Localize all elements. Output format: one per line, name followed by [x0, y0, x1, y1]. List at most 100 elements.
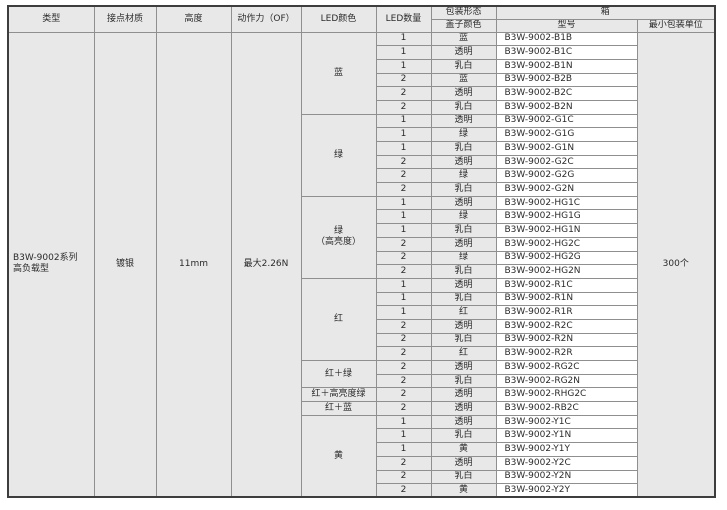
table-row: 红＋绿 2 透明 B3W-9002-RG2C	[8, 359, 715, 389]
cell-led-count: 1	[375, 45, 432, 60]
cell-model-number: B3W-9002-R2R	[495, 346, 638, 361]
header-led-color: LED颜色	[300, 5, 377, 33]
cell-led-count: 2	[375, 99, 432, 115]
header-box: 箱	[495, 5, 716, 20]
cell-cover-color: 红	[430, 346, 497, 361]
cell-cover-color: 乳白	[430, 99, 497, 115]
cell-cover-color: 透明	[430, 318, 497, 334]
table-row: 1 乳白 B3W-9002-R1N	[8, 291, 715, 307]
cell-model-number: B3W-9002-Y2Y	[495, 483, 638, 498]
table-row: 2 乳白 B3W-9002-HG2N	[8, 264, 715, 279]
cell-model-number: B3W-9002-HG1N	[495, 223, 638, 238]
cell-led-count: 2	[375, 373, 432, 389]
cell-model-number: B3W-9002-R2C	[495, 318, 638, 334]
cell-cover-color: 透明	[430, 360, 497, 375]
cell-model-number: B3W-9002-Y1Y	[495, 442, 638, 457]
cell-model-number: B3W-9002-R1R	[495, 305, 638, 320]
cell-led-count: 2	[375, 360, 432, 375]
cell-model-number: B3W-9002-HG1C	[495, 195, 638, 211]
cell-model-number: B3W-9002-Y2N	[495, 469, 638, 485]
cell-led-color-group: 红＋绿	[300, 359, 377, 389]
table-row: 2 红 B3W-9002-R2R	[8, 346, 715, 361]
cell-cover-color: 绿	[430, 250, 497, 266]
cell-led-count: 2	[375, 332, 432, 348]
table-row: 2 透明 B3W-9002-G2C	[8, 154, 715, 170]
cell-cover-color: 蓝	[430, 72, 497, 88]
cell-led-count: 2	[375, 250, 432, 266]
cell-led-count: 2	[375, 236, 432, 252]
cell-cover-color: 乳白	[430, 182, 497, 197]
cell-cover-color: 透明	[430, 387, 497, 403]
cell-cover-color: 乳白	[430, 291, 497, 307]
table-row: 2 透明 B3W-9002-Y2C	[8, 455, 715, 471]
cell-led-color-group: 红	[300, 277, 377, 362]
cell-model-number: B3W-9002-B1N	[495, 58, 638, 74]
table-row: 红＋高亮度绿 2 透明 B3W-9002-RHG2C	[8, 387, 715, 403]
cell-height: 11mm	[155, 31, 232, 498]
cell-model-number: B3W-9002-B1C	[495, 45, 638, 60]
cell-model-number: B3W-9002-B2N	[495, 99, 638, 115]
cell-model-number: B3W-9002-R1N	[495, 291, 638, 307]
cell-led-count: 1	[375, 442, 432, 457]
cell-led-color-group: 红＋蓝	[300, 401, 377, 416]
table-row: 1 黄 B3W-9002-Y1Y	[8, 442, 715, 457]
cell-led-count: 1	[375, 141, 432, 156]
cell-min-packaging-unit: 300个	[636, 31, 716, 498]
table-row: 1 绿 B3W-9002-G1G	[8, 127, 715, 142]
cell-cover-color: 透明	[430, 154, 497, 170]
header-row-1: 类型 接点材质 高度 动作力（OF） LED颜色 LED数量 包装形态 箱	[7, 5, 716, 33]
cell-led-count: 2	[375, 154, 432, 170]
table-row: 2 绿 B3W-9002-HG2G	[8, 250, 715, 266]
cell-cover-color: 绿	[430, 127, 497, 142]
cell-led-count: 1	[375, 58, 432, 74]
cell-led-count: 2	[375, 168, 432, 184]
product-selection-table: 类型 接点材质 高度 动作力（OF） LED颜色 LED数量 包装形态 箱 盖子…	[7, 5, 717, 499]
header-operating-force: 动作力（OF）	[230, 5, 302, 33]
cell-led-color-group: 蓝	[300, 31, 377, 115]
table-row: 绿 （高亮度） 1 透明 B3W-9002-HG1C	[8, 195, 715, 279]
cell-led-count: 1	[375, 414, 432, 430]
table-row: 黄 1 透明 B3W-9002-Y1C	[8, 414, 715, 498]
cell-cover-color: 乳白	[430, 373, 497, 389]
cell-model-number: B3W-9002-RG2C	[495, 360, 638, 375]
cell-led-count: 1	[375, 428, 432, 444]
datasheet-page: 类型 接点材质 高度 动作力（OF） LED颜色 LED数量 包装形态 箱 盖子…	[7, 5, 717, 499]
cell-cover-color: 绿	[430, 209, 497, 225]
cell-cover-color: 绿	[430, 168, 497, 184]
table-row: 2 乳白 B3W-9002-Y2N	[8, 469, 715, 485]
cell-led-count: 1	[375, 127, 432, 142]
table-row: 1 乳白 B3W-9002-HG1N	[8, 223, 715, 238]
header-packaging-form: 包装形态	[430, 5, 497, 20]
header-min-packaging-unit: 最小包装单位	[636, 18, 716, 33]
cell-model-number: B3W-9002-G1C	[495, 113, 638, 129]
cell-led-count: 2	[375, 264, 432, 279]
cell-cover-color: 乳白	[430, 332, 497, 348]
cell-led-count: 1	[375, 209, 432, 225]
header-type: 类型	[7, 5, 95, 33]
cell-led-count: 2	[375, 469, 432, 485]
cell-cover-color: 透明	[430, 45, 497, 60]
cell-led-count: 1	[375, 31, 432, 47]
cell-led-count: 2	[375, 72, 432, 88]
table-row: 2 乳白 B3W-9002-RG2N	[8, 373, 715, 389]
cell-cover-color: 乳白	[430, 58, 497, 74]
cell-led-color-group: 绿	[300, 113, 377, 197]
table-row: 2 黄 B3W-9002-Y2Y	[8, 483, 715, 498]
cell-model-number: B3W-9002-Y2C	[495, 455, 638, 471]
header-cover-color: 盖子颜色	[430, 18, 497, 33]
cell-cover-color: 蓝	[430, 31, 497, 47]
cell-model-number: B3W-9002-R1C	[495, 277, 638, 293]
cell-model-number: B3W-9002-HG2N	[495, 264, 638, 279]
table-row: 1 乳白 B3W-9002-G1N	[8, 141, 715, 156]
cell-model-number: B3W-9002-Y1C	[495, 414, 638, 430]
table-row: 2 乳白 B3W-9002-R2N	[8, 332, 715, 348]
header-led-count: LED数量	[375, 5, 432, 33]
cell-led-color-group: 红＋高亮度绿	[300, 387, 377, 403]
cell-led-count: 2	[375, 455, 432, 471]
cell-model-number: B3W-9002-B1B	[495, 31, 638, 47]
cell-led-count: 1	[375, 195, 432, 211]
cell-cover-color: 红	[430, 305, 497, 320]
cell-led-color-group: 绿 （高亮度）	[300, 195, 377, 279]
cell-led-count: 1	[375, 223, 432, 238]
cell-model-number: B3W-9002-HG2C	[495, 236, 638, 252]
